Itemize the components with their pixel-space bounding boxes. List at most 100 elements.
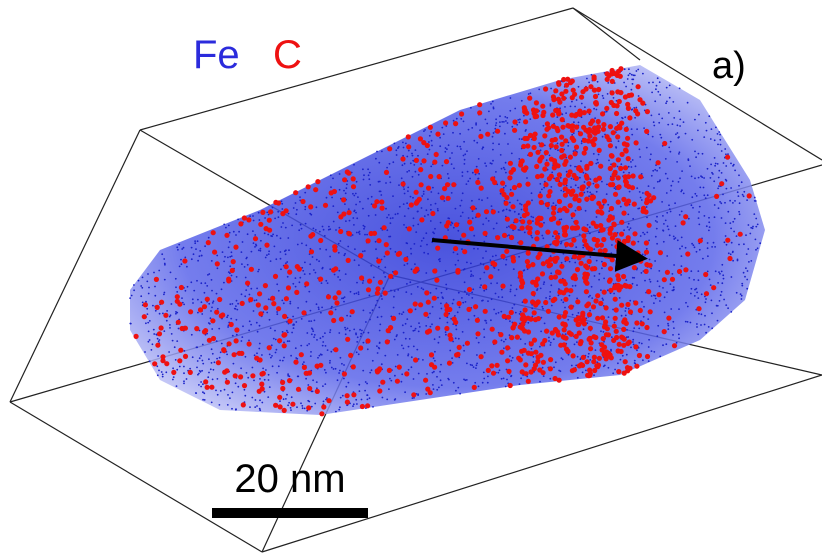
- atom: [619, 219, 625, 225]
- atom: [411, 397, 414, 399]
- atom: [292, 207, 295, 209]
- atom: [308, 273, 311, 275]
- atom: [461, 171, 464, 174]
- atom: [210, 260, 213, 262]
- atom: [152, 361, 158, 367]
- atom: [391, 217, 394, 219]
- atom: [693, 246, 696, 249]
- atom: [509, 201, 511, 204]
- atom: [516, 123, 519, 126]
- atom: [152, 328, 155, 331]
- atom: [539, 149, 542, 152]
- atom: [380, 258, 383, 261]
- atom: [389, 217, 392, 220]
- atom: [165, 319, 168, 322]
- atom: [461, 211, 464, 214]
- atom: [578, 191, 584, 197]
- atom: [296, 406, 298, 409]
- atom: [308, 400, 311, 403]
- atom: [674, 225, 677, 228]
- atom: [618, 284, 624, 290]
- atom: [576, 355, 579, 358]
- atom: [591, 334, 597, 340]
- atom: [284, 226, 287, 229]
- atom: [577, 341, 583, 347]
- atom: [457, 229, 460, 232]
- atom: [621, 354, 624, 357]
- atom: [310, 351, 312, 353]
- atom: [596, 86, 602, 93]
- atom: [274, 351, 277, 354]
- atom: [478, 198, 480, 201]
- atom: [227, 246, 230, 249]
- atom: [475, 364, 478, 367]
- atom: [425, 393, 428, 395]
- atom: [570, 177, 573, 180]
- atom: [553, 88, 559, 94]
- atom: [388, 162, 391, 165]
- atom: [378, 329, 381, 332]
- atom: [147, 292, 150, 295]
- atom: [533, 349, 539, 355]
- atom: [611, 221, 617, 227]
- atom: [746, 270, 749, 272]
- atom: [485, 367, 491, 373]
- atom: [654, 294, 656, 297]
- atom: [491, 100, 494, 103]
- atom: [309, 263, 312, 266]
- atom: [329, 331, 331, 334]
- atom: [231, 407, 233, 410]
- atom: [561, 327, 567, 333]
- atom: [296, 243, 299, 246]
- atom: [177, 248, 179, 251]
- atom: [253, 354, 256, 357]
- atom: [477, 248, 479, 250]
- atom: [656, 221, 658, 223]
- atom: [190, 258, 193, 261]
- atom: [356, 336, 359, 339]
- atom: [611, 323, 617, 329]
- atom: [499, 121, 501, 123]
- atom: [198, 357, 201, 360]
- atom: [456, 344, 462, 350]
- atom: [339, 279, 341, 281]
- atom: [385, 328, 391, 334]
- atom: [146, 280, 149, 283]
- atom: [410, 356, 413, 359]
- atom: [627, 284, 633, 290]
- atom: [430, 210, 436, 217]
- atom: [313, 336, 315, 338]
- atom: [534, 230, 541, 236]
- atom: [556, 377, 562, 383]
- atom: [618, 165, 624, 171]
- atom: [661, 201, 663, 203]
- atom: [647, 309, 653, 315]
- atom: [215, 389, 217, 392]
- atom: [533, 302, 539, 308]
- atom: [461, 232, 467, 238]
- atom: [625, 301, 631, 308]
- atom: [394, 251, 397, 253]
- atom: [388, 176, 391, 178]
- atom: [478, 354, 484, 360]
- atom: [527, 230, 533, 236]
- atom: [600, 126, 607, 132]
- atom: [201, 359, 204, 362]
- atom: [671, 289, 674, 292]
- atom: [147, 340, 150, 343]
- atom: [529, 92, 532, 95]
- atom: [164, 361, 170, 367]
- atom: [657, 324, 660, 327]
- atom: [418, 322, 420, 324]
- atom: [492, 148, 494, 151]
- atom: [406, 171, 409, 173]
- atom: [536, 289, 538, 291]
- atom: [376, 345, 378, 347]
- atom: [266, 345, 272, 351]
- atom: [349, 315, 352, 317]
- atom: [261, 401, 264, 404]
- atom: [500, 377, 503, 380]
- atom: [718, 271, 720, 273]
- atom: [534, 113, 540, 119]
- atom-dots: [129, 66, 762, 417]
